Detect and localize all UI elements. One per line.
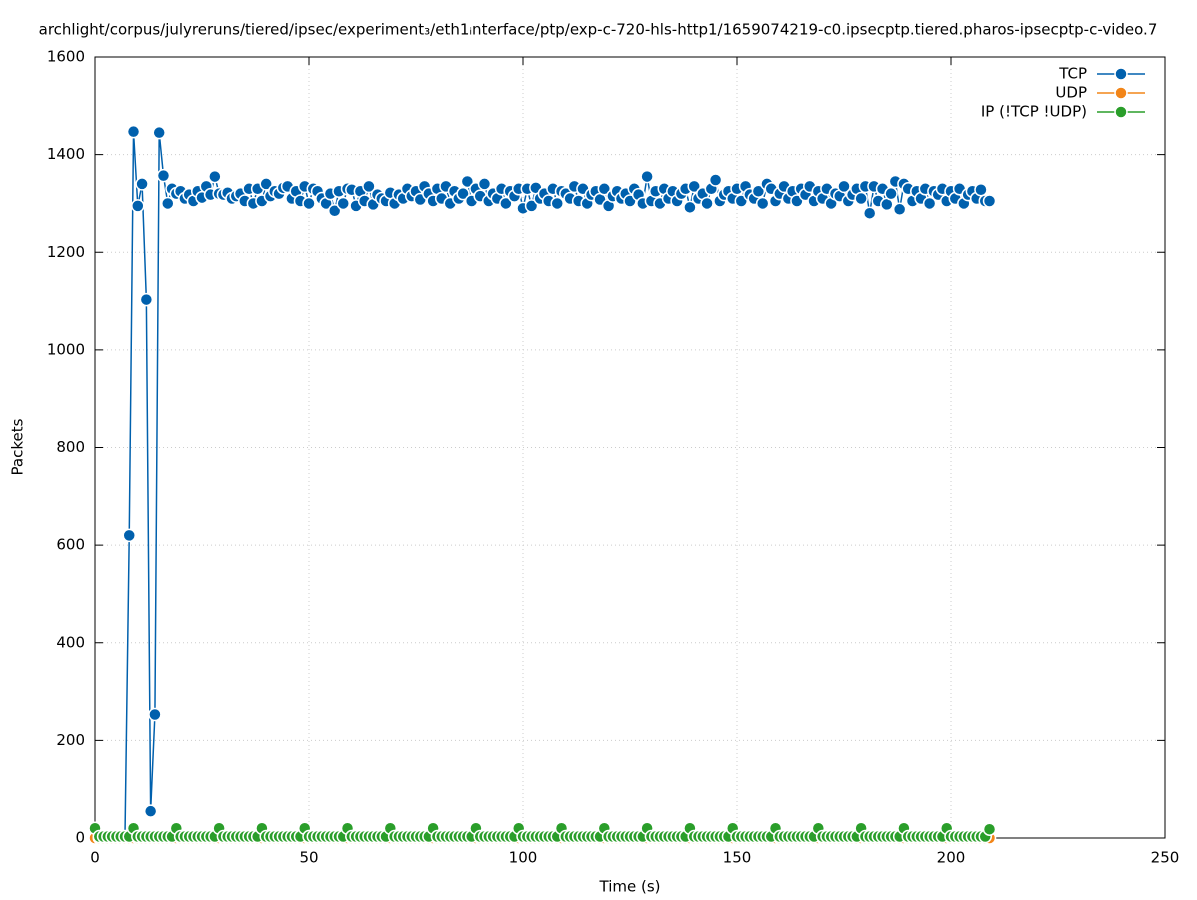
data-point [327,204,342,218]
data-point [683,200,697,215]
data-point [597,182,612,196]
data-point [456,186,470,201]
legend-marker [1114,86,1128,100]
legend-label: UDP [1055,84,1087,102]
x-tick-label: 150 [723,849,752,867]
series [88,821,997,844]
data-point [862,206,877,220]
series-line [95,131,990,839]
x-tick-label: 50 [299,849,318,867]
data-point [854,191,868,206]
data-point [259,177,273,191]
data-point [148,707,162,722]
data-point [922,196,937,211]
x-axis-label: Time (s) [599,878,661,896]
x-tick-label: 200 [937,849,966,867]
y-tick-label: 400 [56,633,85,651]
data-point [708,173,723,187]
y-axis-label: Packets [9,418,27,475]
y-tick-label: 600 [56,536,85,554]
data-point [126,124,141,139]
y-tick-label: 1600 [47,48,85,66]
data-point [892,202,907,217]
data-point [755,196,770,211]
data-point [131,199,145,213]
data-point [302,196,316,211]
data-point [152,125,166,140]
data-point [477,177,492,191]
data-point [550,196,564,211]
y-tick-label: 200 [56,731,85,749]
y-tick-label: 1400 [47,145,85,163]
legend-marker [1114,67,1128,81]
data-point [687,179,701,194]
y-tick-label: 1000 [47,340,85,358]
y-tick-label: 0 [75,829,85,847]
x-tick-label: 250 [1151,849,1180,867]
data-point [156,168,171,183]
data-point [884,186,898,201]
data-point [161,196,175,211]
x-tick-label: 0 [90,849,100,867]
data-point [837,179,851,194]
y-tick-label: 1200 [47,243,85,261]
legend-label: IP (!TCP !UDP) [981,103,1087,121]
data-point [700,196,714,211]
data-point [139,292,154,307]
data-point [208,169,222,184]
data-point [362,179,376,194]
data-point [135,177,149,191]
data-point [336,196,350,211]
legend-label: TCP [1058,65,1087,83]
y-tick-label: 800 [56,438,85,456]
data-point [460,174,475,189]
data-point [524,199,539,213]
series [88,124,997,845]
legend-marker [1114,105,1128,119]
data-point [974,183,988,197]
data-point [751,184,766,198]
data-point [640,169,654,184]
data-point [143,804,158,818]
data-point [499,196,513,211]
x-tick-label: 100 [509,849,538,867]
data-point [982,822,997,836]
data-point [122,528,136,543]
chart-title: archlight/corpus/julyreruns/tiered/ipsec… [39,21,1158,39]
data-point [982,194,997,208]
